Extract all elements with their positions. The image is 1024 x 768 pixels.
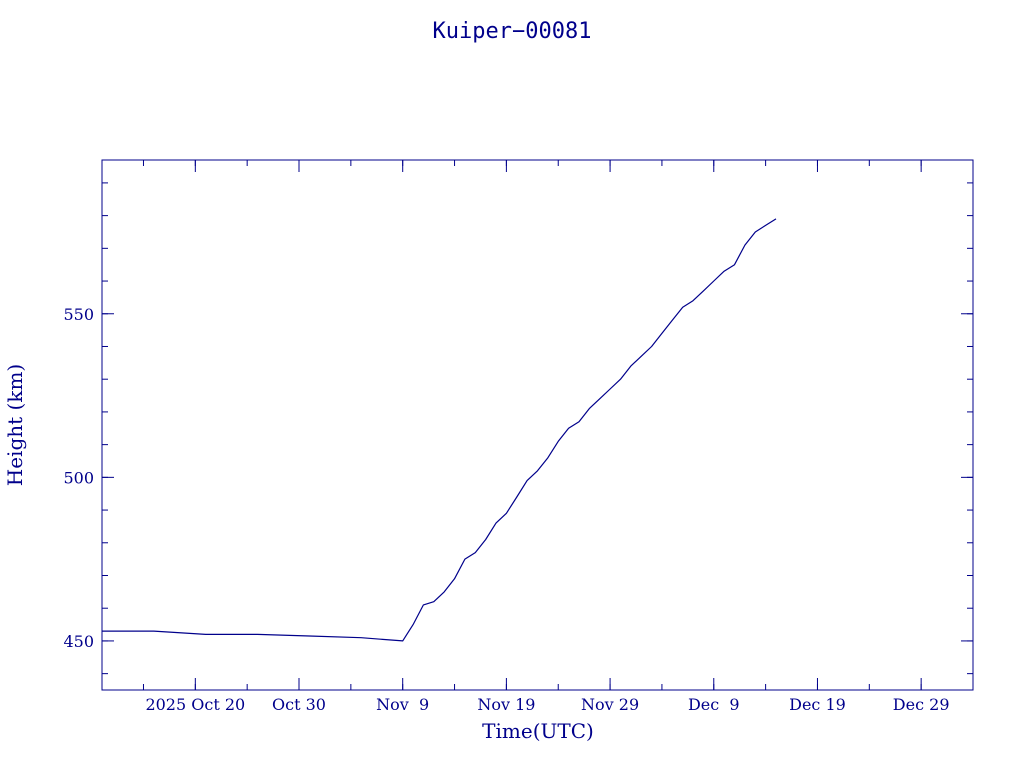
y-axis-tick-labels: 450 500 550 (63, 305, 94, 651)
y-axis-ticks (102, 182, 973, 675)
plot-frame (101, 159, 974, 691)
x-tick-label: Dec 9 (688, 695, 740, 714)
y-tick-label: 500 (63, 468, 94, 487)
y-axis-title: Height (km) (3, 364, 27, 486)
x-tick-label: Oct 30 (272, 695, 326, 714)
y-tick-label: 550 (63, 305, 94, 324)
x-tick-label: Dec 19 (789, 695, 846, 714)
x-tick-label: Nov 9 (376, 695, 429, 714)
x-axis-ticks (142, 160, 922, 690)
x-tick-label: 2025 Oct 20 (145, 695, 245, 714)
x-axis-tick-labels: 2025 Oct 20 Oct 30 Nov 9 Nov 19 Nov 29 Dec 9 D… (145, 695, 949, 714)
y-tick-label: 450 (63, 632, 94, 651)
x-tick-label: Nov 19 (477, 695, 535, 714)
chart-title: Kuiper−00081 (433, 19, 592, 44)
x-tick-label: Nov 29 (581, 695, 639, 714)
x-tick-label: Dec 29 (893, 695, 950, 714)
height-series-line (102, 218, 777, 642)
x-axis-title: Time(UTC) (482, 719, 594, 743)
